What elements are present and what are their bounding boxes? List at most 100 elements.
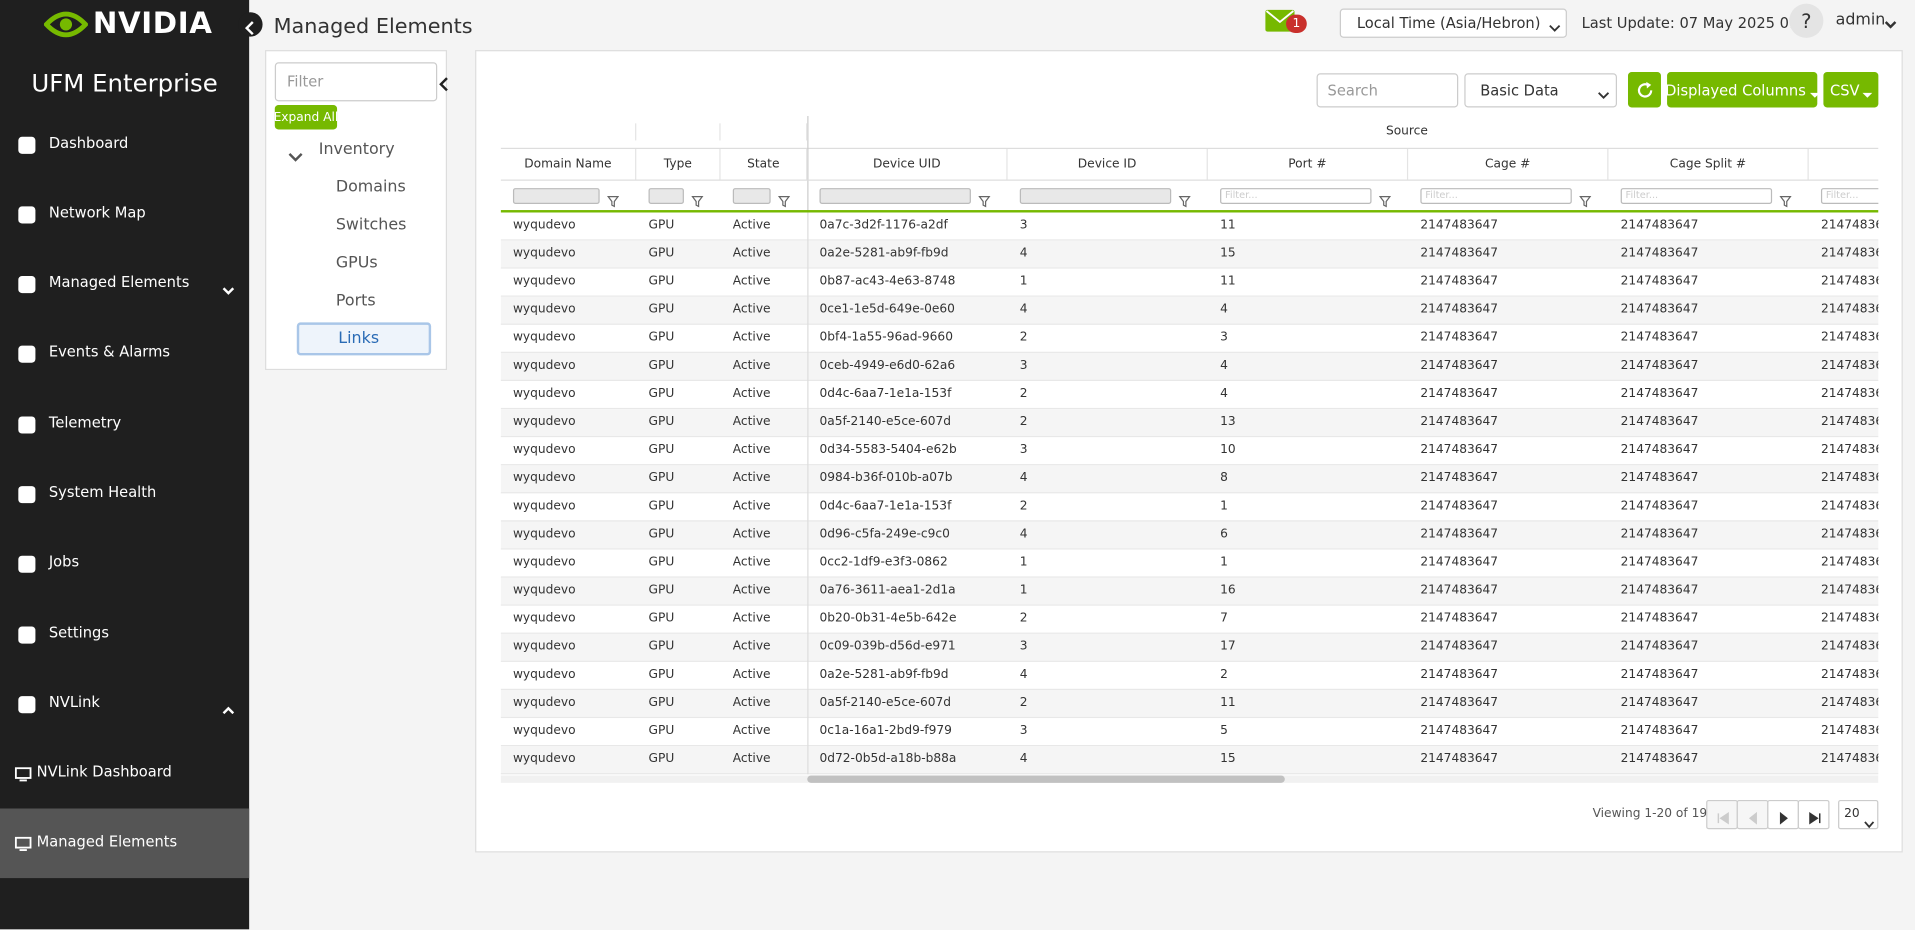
column-filter[interactable]: [819, 188, 971, 204]
table-cell: 3: [1220, 330, 1228, 345]
column-header[interactable]: Port #: [1208, 148, 1409, 180]
table-row[interactable]: wyqudevo GPU Active 0c09-039b-d56d-e971 3 17 2…: [500, 633, 1879, 662]
column-header[interactable]: Cage Split #: [1608, 148, 1809, 180]
notifications[interactable]: 1: [1265, 9, 1309, 37]
tree-node[interactable]: Links: [296, 322, 432, 356]
table-row[interactable]: wyqudevo GPU Active 0d4c-6aa7-1e1a-153f 2 4 21…: [500, 381, 1879, 410]
column-header[interactable]: Cage #: [1408, 148, 1609, 180]
table-row[interactable]: wyqudevo GPU Active 0cc2-1df9-e3f3-0862 1 1 21…: [500, 549, 1879, 578]
collapse-sidebar[interactable]: [238, 12, 263, 37]
table-cell: 4: [1220, 359, 1228, 373]
table-row[interactable]: wyqudevo GPU Active 0a2e-5281-ab9f-fb9d 4 15 2…: [500, 240, 1879, 269]
table-row[interactable]: wyqudevo GPU Active 0ceb-4949-e6d0-62a6 3 4 21…: [500, 352, 1879, 382]
nav-label: Settings: [48, 624, 109, 642]
table-row[interactable]: wyqudevo GPU Active 0d34-5583-5404-e62b 3 10 2…: [500, 437, 1879, 466]
timezone-select[interactable]: Local Time (Asia/Hebron): [1339, 8, 1567, 38]
column-header[interactable]: State: [721, 148, 808, 180]
pagination-summary: Viewing 1-20 of 1926: [1592, 807, 1723, 821]
nav-item[interactable]: Managed Elements: [0, 249, 249, 319]
column-header[interactable]: Domain Name: [501, 148, 637, 180]
icon-part: [1884, 21, 1897, 29]
page-size-select[interactable]: 20: [1838, 799, 1879, 830]
pager-button[interactable]: [1797, 799, 1830, 830]
table-row[interactable]: wyqudevo GPU Active 0b20-0b31-4e5b-642e 2 7 21…: [500, 605, 1879, 634]
table-row[interactable]: wyqudevo GPU Active 0a2e-5281-ab9f-fb9d 4 2 21…: [500, 661, 1879, 691]
table-row[interactable]: wyqudevo GPU Active 0d96-c5fa-249e-c9c0 4 6 21…: [500, 521, 1879, 550]
view-select[interactable]: Basic Data: [1464, 73, 1618, 108]
nav-item[interactable]: Telemetry: [0, 390, 249, 460]
tree-root[interactable]: Inventory: [283, 139, 430, 163]
nav-label: NVLink Dashboard: [36, 763, 172, 781]
nav-item[interactable]: NVLink: [0, 669, 249, 739]
column-header[interactable]: Device UID: [807, 148, 1008, 180]
collapse-tree[interactable]: [438, 73, 450, 92]
column-filter[interactable]: Filter...: [1820, 188, 1879, 204]
nav-item[interactable]: Jobs: [0, 529, 249, 599]
column-filter[interactable]: [732, 188, 771, 204]
table-cell: Active: [732, 527, 771, 542]
table-cell: 4: [1019, 668, 1028, 682]
table-cell: GPU: [648, 359, 675, 373]
pager-button[interactable]: [1706, 799, 1738, 830]
table-row[interactable]: wyqudevo GPU Active 0a76-3611-aea1-2d1a 1 16 2…: [500, 577, 1879, 606]
tree-node[interactable]: Switches: [335, 216, 407, 235]
column-filter[interactable]: Filter...: [1620, 188, 1773, 204]
displayed-columns-button[interactable]: Displayed Columns: [1665, 72, 1820, 108]
column-header[interactable]: Device ID: [1008, 148, 1208, 180]
tree-node[interactable]: Domains: [335, 178, 406, 197]
icon-part: [1378, 196, 1392, 208]
nav-item[interactable]: Dashboard: [0, 110, 249, 180]
table-row[interactable]: wyqudevo GPU Active 0b87-ac43-4e63-8748 1 11 2…: [500, 268, 1879, 297]
tree-node[interactable]: Ports: [335, 291, 376, 311]
table-row[interactable]: wyqudevo GPU Active 0a5f-2140-e5ce-607d 2 13 2…: [500, 409, 1879, 438]
column-filter[interactable]: [648, 188, 684, 204]
csv-button[interactable]: CSV: [1823, 72, 1879, 108]
nav-item[interactable]: System Health: [0, 459, 249, 529]
help-button[interactable]: ?: [1789, 3, 1824, 38]
column-filter[interactable]: Filter...: [1420, 188, 1572, 204]
table-row[interactable]: wyqudevo GPU Active 0d4c-6aa7-1e1a-153f 2 1 21…: [500, 493, 1879, 522]
table-row[interactable]: wyqudevo GPU Active 0984-b36f-010b-a07b 4 8 21…: [500, 465, 1879, 494]
icon: [15, 342, 39, 366]
nav-item[interactable]: Network Map: [0, 180, 249, 250]
table-row[interactable]: wyqudevo GPU Active 0d72-0b5d-a18b-b88a 4 15 2…: [500, 746, 1879, 775]
user-menu[interactable]: admin: [1836, 11, 1903, 33]
table-row[interactable]: wyqudevo GPU Active 0ce1-1e5d-649e-0e60 4 4 21…: [500, 296, 1879, 325]
table-cell: GPU: [648, 302, 675, 317]
icon: [1637, 81, 1654, 99]
pager-button[interactable]: [1767, 799, 1799, 830]
nav-label: System Health: [48, 483, 157, 501]
table-cell: 2147483647: [1820, 471, 1878, 485]
tree-filter[interactable]: Filter: [274, 62, 438, 102]
scrollbar-thumb[interactable]: [807, 775, 1285, 783]
refresh-button[interactable]: [1627, 72, 1661, 108]
expand-all[interactable]: Expand All: [274, 105, 338, 130]
table-cell: wyqudevo: [512, 696, 576, 710]
table-row[interactable]: wyqudevo GPU Active 0bf4-1a55-96ad-9660 2 3 21…: [500, 324, 1879, 353]
icon-part: [1779, 811, 1788, 825]
nav-item[interactable]: NVLink Dashboard: [0, 739, 249, 809]
table-row[interactable]: wyqudevo GPU Active 0c1a-16a1-2bd9-f979 3 5 21…: [500, 718, 1879, 747]
icon: [606, 189, 620, 208]
table-row[interactable]: wyqudevo GPU Active 0a7c-3d2f-1176-a2df 3 11 2…: [500, 212, 1879, 241]
column-filter[interactable]: Filter...: [1220, 188, 1372, 204]
column-filter[interactable]: [1019, 188, 1172, 204]
column-header[interactable]: Type: [636, 148, 721, 180]
search-input[interactable]: Search: [1316, 73, 1459, 108]
icon-part: [222, 706, 235, 715]
nav-item[interactable]: Managed Elements: [0, 808, 250, 879]
tree-node[interactable]: GPUs: [335, 254, 378, 273]
icon-part: [1178, 196, 1191, 208]
column-header[interactable]: Ca: [1809, 149, 1879, 180]
table-row[interactable]: wyqudevo GPU Active 0a5f-2140-e5ce-607d 2 11 2…: [500, 690, 1879, 719]
table-cell: 2147483647: [1820, 499, 1878, 513]
icon: [15, 552, 39, 576]
nav-item[interactable]: Events & Alarms: [0, 319, 249, 389]
pager-button[interactable]: [1736, 799, 1769, 830]
table-cell: 0a5f-2140-e5ce-607d: [819, 415, 952, 429]
nav-item[interactable]: Settings: [0, 600, 249, 670]
icon-part: [1717, 812, 1729, 825]
icon: [1808, 807, 1823, 825]
column-filter[interactable]: [512, 188, 600, 204]
